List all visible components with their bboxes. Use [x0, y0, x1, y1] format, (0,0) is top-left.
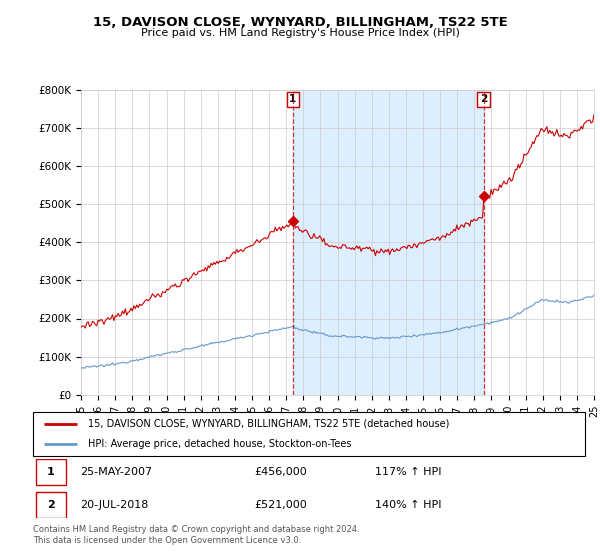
Text: 2: 2	[47, 500, 55, 510]
Text: £521,000: £521,000	[254, 500, 307, 510]
FancyBboxPatch shape	[36, 459, 66, 485]
Text: 20-JUL-2018: 20-JUL-2018	[80, 500, 148, 510]
Text: Price paid vs. HM Land Registry's House Price Index (HPI): Price paid vs. HM Land Registry's House …	[140, 28, 460, 38]
Text: 15, DAVISON CLOSE, WYNYARD, BILLINGHAM, TS22 5TE (detached house): 15, DAVISON CLOSE, WYNYARD, BILLINGHAM, …	[88, 419, 449, 429]
Text: 117% ↑ HPI: 117% ↑ HPI	[375, 467, 442, 477]
FancyBboxPatch shape	[36, 492, 66, 518]
Text: 1: 1	[47, 467, 55, 477]
Text: 2: 2	[480, 94, 487, 104]
Bar	[293, 90, 484, 395]
Text: 15, DAVISON CLOSE, WYNYARD, BILLINGHAM, TS22 5TE: 15, DAVISON CLOSE, WYNYARD, BILLINGHAM, …	[92, 16, 508, 29]
Text: 140% ↑ HPI: 140% ↑ HPI	[375, 500, 442, 510]
FancyBboxPatch shape	[33, 412, 585, 456]
Text: 1: 1	[289, 94, 296, 104]
Text: HPI: Average price, detached house, Stockton-on-Tees: HPI: Average price, detached house, Stoc…	[88, 439, 352, 449]
Text: Contains HM Land Registry data © Crown copyright and database right 2024.
This d: Contains HM Land Registry data © Crown c…	[33, 525, 359, 545]
Text: £456,000: £456,000	[254, 467, 307, 477]
Text: 25-MAY-2007: 25-MAY-2007	[80, 467, 152, 477]
